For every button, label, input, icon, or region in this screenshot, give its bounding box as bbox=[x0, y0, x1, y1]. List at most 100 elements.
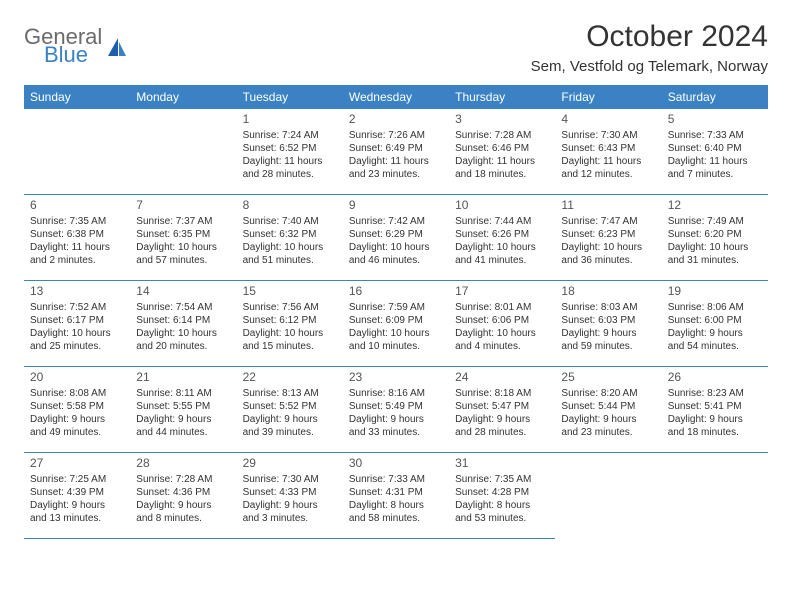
daylight-line: and 28 minutes. bbox=[455, 426, 549, 439]
sunrise-line: Sunrise: 7:26 AM bbox=[349, 129, 443, 142]
sunrise-line: Sunrise: 8:16 AM bbox=[349, 387, 443, 400]
calendar-cell: 22Sunrise: 8:13 AMSunset: 5:52 PMDayligh… bbox=[237, 367, 343, 453]
sunrise-line: Sunrise: 8:18 AM bbox=[455, 387, 549, 400]
daylight-line: Daylight: 11 hours bbox=[561, 155, 655, 168]
calendar-cell: 6Sunrise: 7:35 AMSunset: 6:38 PMDaylight… bbox=[24, 195, 130, 281]
sunrise-line: Sunrise: 7:35 AM bbox=[30, 215, 124, 228]
sunrise-line: Sunrise: 7:24 AM bbox=[243, 129, 337, 142]
daylight-line: and 23 minutes. bbox=[349, 168, 443, 181]
sunset-line: Sunset: 5:47 PM bbox=[455, 400, 549, 413]
calendar-cell: 13Sunrise: 7:52 AMSunset: 6:17 PMDayligh… bbox=[24, 281, 130, 367]
daylight-line: and 36 minutes. bbox=[561, 254, 655, 267]
calendar-row: 20Sunrise: 8:08 AMSunset: 5:58 PM Dayligh… bbox=[24, 367, 768, 453]
daylight-line: and 33 minutes. bbox=[349, 426, 443, 439]
daylight-line: Daylight: 10 hours bbox=[349, 241, 443, 254]
calendar-cell: 28Sunrise: 7:28 AMSunset: 4:36 PMDayligh… bbox=[130, 453, 236, 539]
sunrise-line: Sunrise: 7:42 AM bbox=[349, 215, 443, 228]
sunset-line: Sunset: 5:52 PM bbox=[243, 400, 337, 413]
daylight-line: Daylight: 10 hours bbox=[30, 327, 124, 340]
daylight-line: and 49 minutes. bbox=[30, 426, 124, 439]
calendar-cell: 20Sunrise: 8:08 AMSunset: 5:58 PMDayligh… bbox=[24, 367, 130, 453]
calendar-cell: 5Sunrise: 7:33 AMSunset: 6:40 PMDaylight… bbox=[662, 109, 768, 195]
day-number: 14 bbox=[136, 284, 230, 300]
calendar-cell: 12Sunrise: 7:49 AMSunset: 6:20 PMDayligh… bbox=[662, 195, 768, 281]
sunrise-line: Sunrise: 7:33 AM bbox=[349, 473, 443, 486]
calendar-cell: 23Sunrise: 8:16 AMSunset: 5:49 PMDayligh… bbox=[343, 367, 449, 453]
day-number: 21 bbox=[136, 370, 230, 386]
sunset-line: Sunset: 6:23 PM bbox=[561, 228, 655, 241]
day-header: Saturday bbox=[662, 85, 768, 109]
calendar-cell: 7Sunrise: 7:37 AMSunset: 6:35 PMDaylight… bbox=[130, 195, 236, 281]
daylight-line: Daylight: 10 hours bbox=[136, 241, 230, 254]
daylight-line: Daylight: 9 hours bbox=[561, 413, 655, 426]
day-number: 20 bbox=[30, 370, 124, 386]
sunrise-line: Sunrise: 7:59 AM bbox=[349, 301, 443, 314]
daylight-line: and 20 minutes. bbox=[136, 340, 230, 353]
daylight-line: Daylight: 10 hours bbox=[136, 327, 230, 340]
sunset-line: Sunset: 6:26 PM bbox=[455, 228, 549, 241]
daylight-line: and 59 minutes. bbox=[561, 340, 655, 353]
daylight-line: Daylight: 9 hours bbox=[668, 327, 762, 340]
calendar-cell bbox=[662, 453, 768, 539]
sunset-line: Sunset: 5:58 PM bbox=[30, 400, 124, 413]
day-number: 28 bbox=[136, 456, 230, 472]
day-header: Monday bbox=[130, 85, 236, 109]
day-header: Thursday bbox=[449, 85, 555, 109]
sunrise-line: Sunrise: 7:35 AM bbox=[455, 473, 549, 486]
sunrise-line: Sunrise: 7:40 AM bbox=[243, 215, 337, 228]
sunset-line: Sunset: 6:46 PM bbox=[455, 142, 549, 155]
calendar-cell: 4Sunrise: 7:30 AMSunset: 6:43 PMDaylight… bbox=[555, 109, 661, 195]
calendar-cell: 17Sunrise: 8:01 AMSunset: 6:06 PMDayligh… bbox=[449, 281, 555, 367]
calendar-cell: 2Sunrise: 7:26 AMSunset: 6:49 PMDaylight… bbox=[343, 109, 449, 195]
day-number: 6 bbox=[30, 198, 124, 214]
daylight-line: Daylight: 11 hours bbox=[243, 155, 337, 168]
sunset-line: Sunset: 6:14 PM bbox=[136, 314, 230, 327]
calendar-cell: 9Sunrise: 7:42 AMSunset: 6:29 PMDaylight… bbox=[343, 195, 449, 281]
daylight-line: Daylight: 8 hours bbox=[455, 499, 549, 512]
daylight-line: Daylight: 10 hours bbox=[349, 327, 443, 340]
sunset-line: Sunset: 6:12 PM bbox=[243, 314, 337, 327]
sunrise-line: Sunrise: 7:47 AM bbox=[561, 215, 655, 228]
calendar-cell: 15Sunrise: 7:56 AMSunset: 6:12 PMDayligh… bbox=[237, 281, 343, 367]
daylight-line: Daylight: 9 hours bbox=[243, 413, 337, 426]
daylight-line: and 28 minutes. bbox=[243, 168, 337, 181]
sunrise-line: Sunrise: 8:13 AM bbox=[243, 387, 337, 400]
daylight-line: Daylight: 9 hours bbox=[668, 413, 762, 426]
sunset-line: Sunset: 5:44 PM bbox=[561, 400, 655, 413]
day-number: 4 bbox=[561, 112, 655, 128]
calendar-cell bbox=[24, 109, 130, 195]
sunrise-line: Sunrise: 7:56 AM bbox=[243, 301, 337, 314]
sunrise-line: Sunrise: 8:08 AM bbox=[30, 387, 124, 400]
sunrise-line: Sunrise: 8:03 AM bbox=[561, 301, 655, 314]
sunrise-line: Sunrise: 7:30 AM bbox=[243, 473, 337, 486]
daylight-line: and 31 minutes. bbox=[668, 254, 762, 267]
sunset-line: Sunset: 6:09 PM bbox=[349, 314, 443, 327]
day-number: 19 bbox=[668, 284, 762, 300]
daylight-line: and 41 minutes. bbox=[455, 254, 549, 267]
sunrise-line: Sunrise: 7:49 AM bbox=[668, 215, 762, 228]
calendar-cell: 1Sunrise: 7:24 AMSunset: 6:52 PMDaylight… bbox=[237, 109, 343, 195]
title-block: October 2024 Sem, Vestfold og Telemark, … bbox=[531, 20, 768, 75]
sunset-line: Sunset: 6:49 PM bbox=[349, 142, 443, 155]
sunset-line: Sunset: 6:06 PM bbox=[455, 314, 549, 327]
calendar-cell: 11Sunrise: 7:47 AMSunset: 6:23 PMDayligh… bbox=[555, 195, 661, 281]
daylight-line: and 3 minutes. bbox=[243, 512, 337, 525]
calendar-row: 13Sunrise: 7:52 AMSunset: 6:17 PMDayligh… bbox=[24, 281, 768, 367]
day-number: 26 bbox=[668, 370, 762, 386]
sunrise-line: Sunrise: 8:23 AM bbox=[668, 387, 762, 400]
day-number: 16 bbox=[349, 284, 443, 300]
day-number: 2 bbox=[349, 112, 443, 128]
daylight-line: Daylight: 10 hours bbox=[561, 241, 655, 254]
header: General Blue October 2024 Sem, Vestfold … bbox=[24, 20, 768, 75]
sunset-line: Sunset: 5:49 PM bbox=[349, 400, 443, 413]
logo: General Blue bbox=[24, 26, 128, 66]
daylight-line: and 15 minutes. bbox=[243, 340, 337, 353]
day-header: Friday bbox=[555, 85, 661, 109]
daylight-line: and 46 minutes. bbox=[349, 254, 443, 267]
daylight-line: Daylight: 9 hours bbox=[561, 327, 655, 340]
calendar-body: 1Sunrise: 7:24 AMSunset: 6:52 PMDaylight… bbox=[24, 109, 768, 539]
day-number: 3 bbox=[455, 112, 549, 128]
calendar-cell: 10Sunrise: 7:44 AMSunset: 6:26 PMDayligh… bbox=[449, 195, 555, 281]
sunset-line: Sunset: 6:00 PM bbox=[668, 314, 762, 327]
day-number: 10 bbox=[455, 198, 549, 214]
